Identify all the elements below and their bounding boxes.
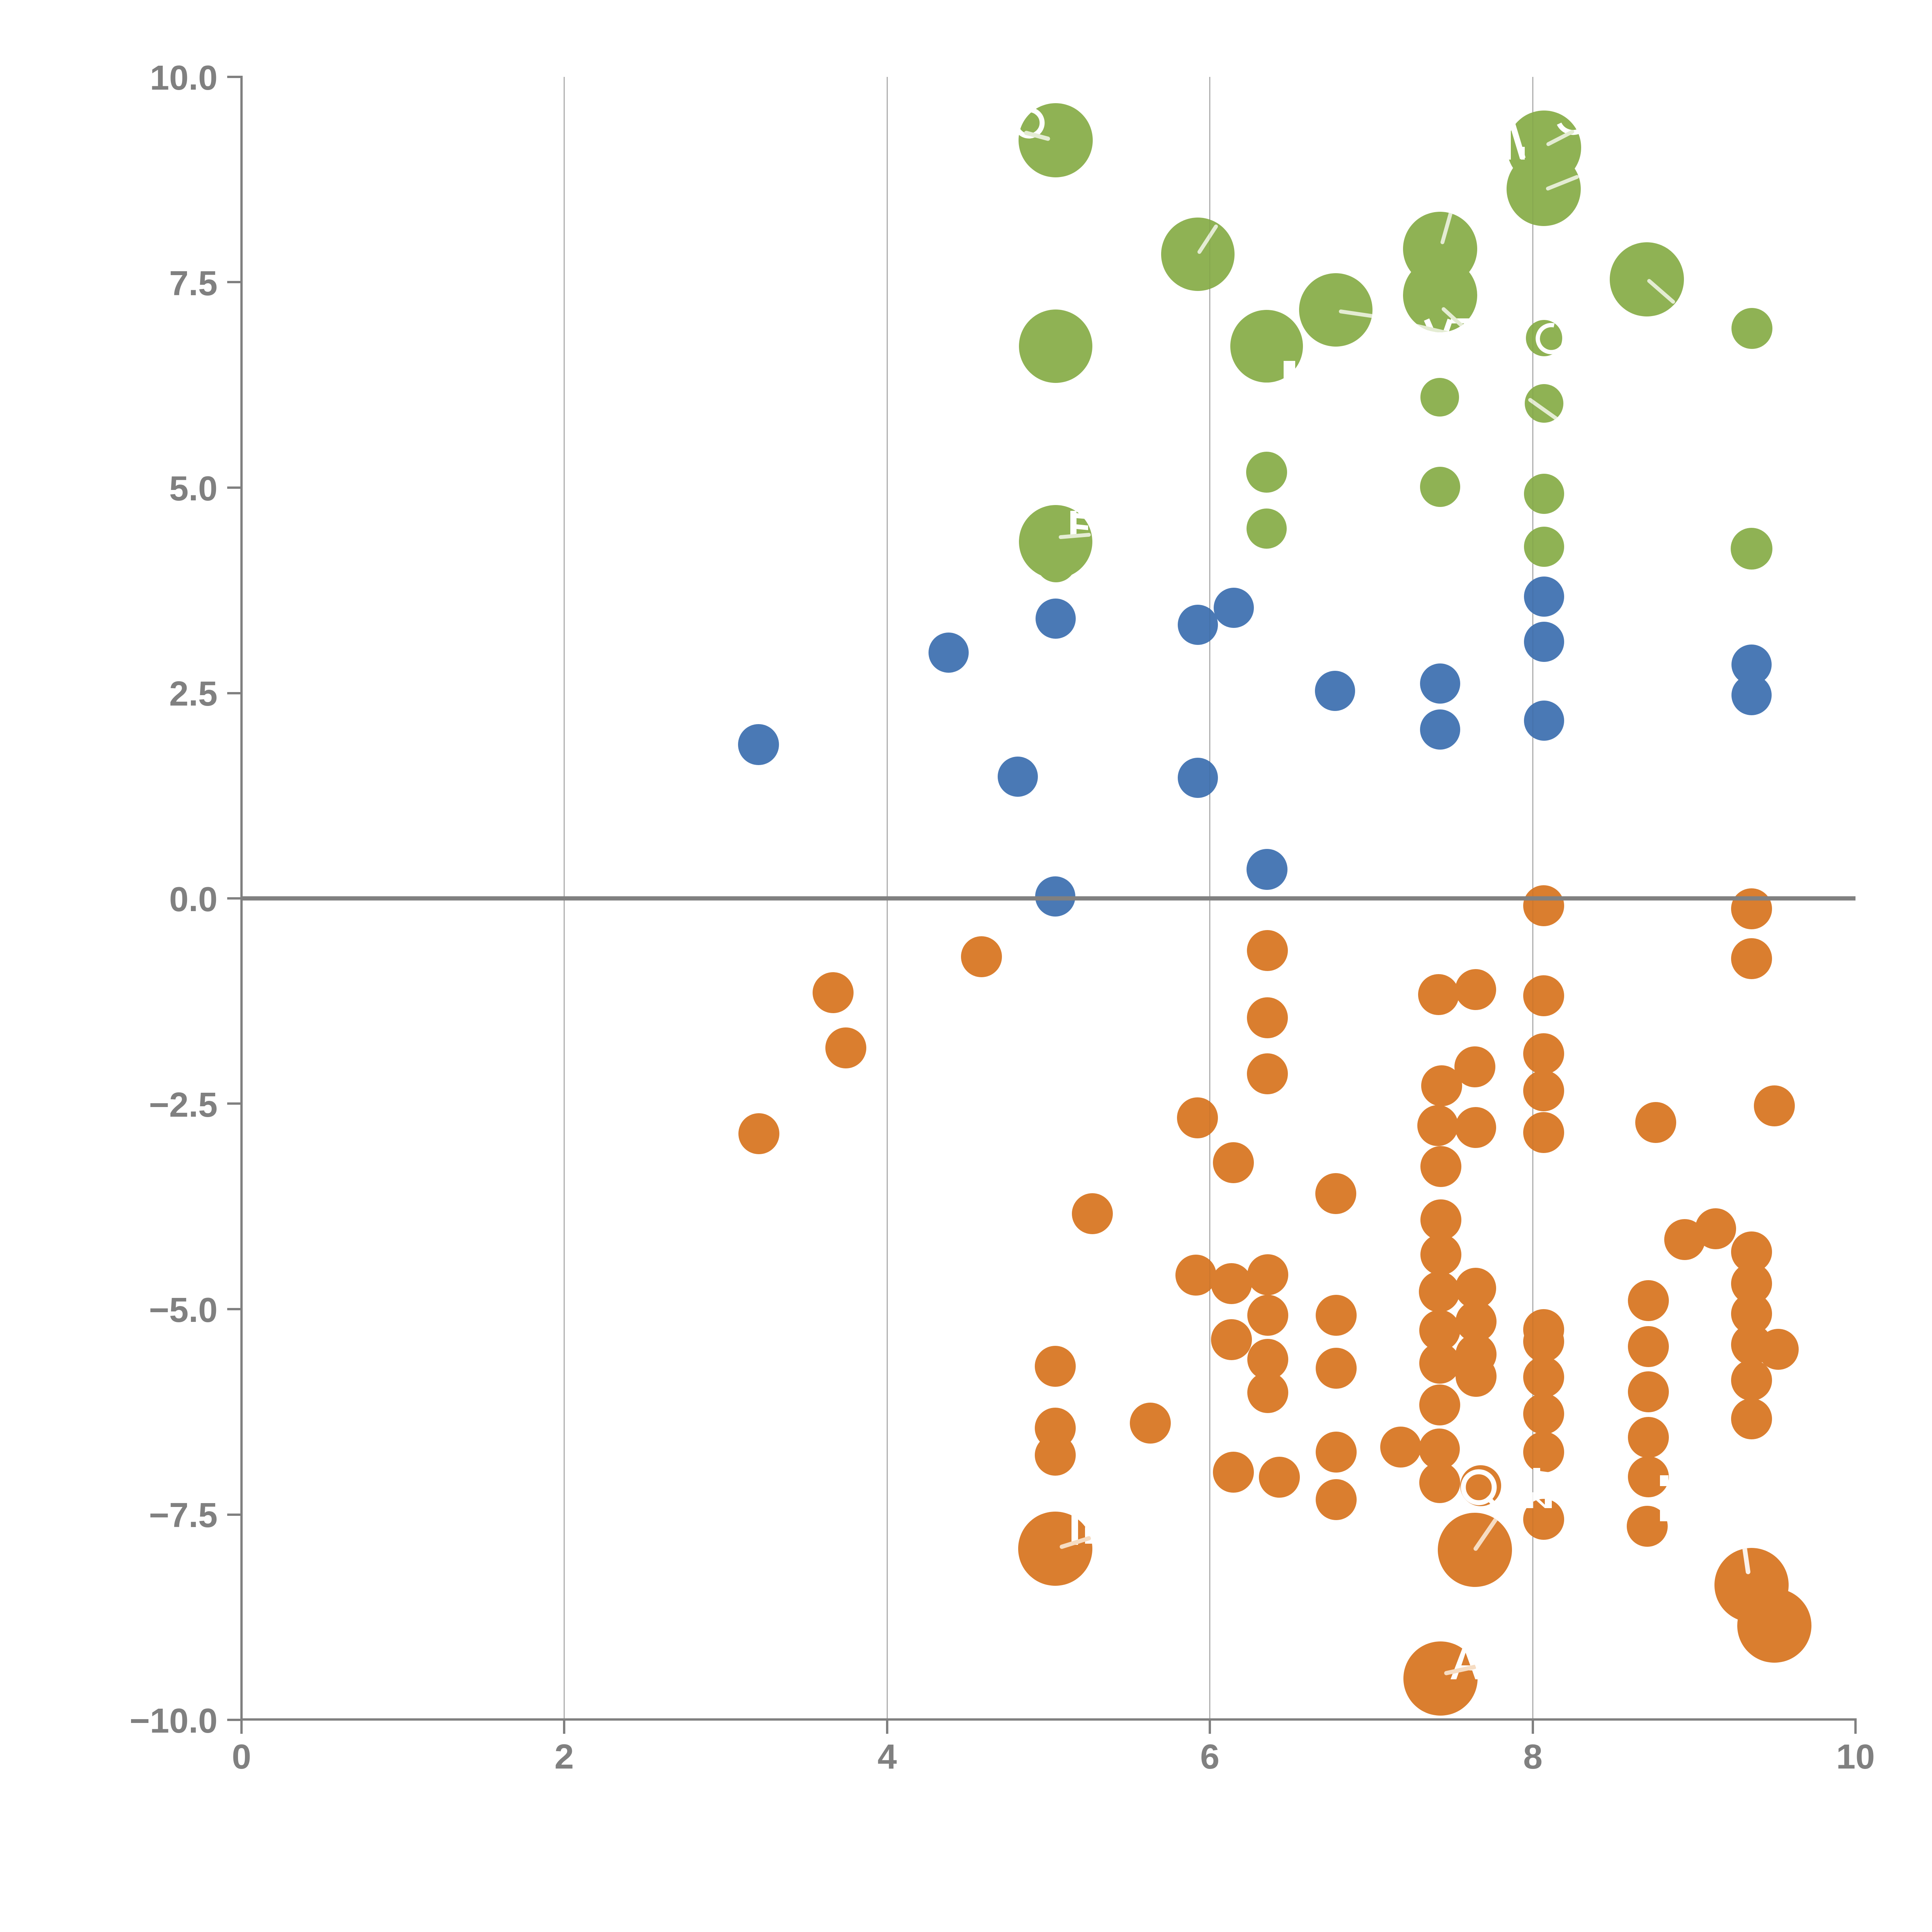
svg-text:7.5: 7.5 [169, 264, 218, 303]
svg-text:−7.5: −7.5 [149, 1496, 218, 1535]
svg-text:−2.5: −2.5 [149, 1086, 218, 1124]
svg-text:2.5: 2.5 [169, 675, 218, 713]
svg-text:10.0: 10.0 [150, 59, 218, 97]
svg-text:6: 6 [1200, 1738, 1219, 1776]
svg-text:4: 4 [878, 1738, 897, 1776]
svg-text:0: 0 [232, 1738, 251, 1776]
svg-text:2: 2 [554, 1738, 574, 1776]
svg-text:8: 8 [1523, 1738, 1543, 1776]
svg-text:−10.0: −10.0 [129, 1702, 218, 1740]
svg-text:5.0: 5.0 [169, 469, 218, 508]
svg-text:0.0: 0.0 [169, 880, 218, 919]
svg-text:−5.0: −5.0 [149, 1291, 218, 1330]
svg-text:10: 10 [1836, 1738, 1875, 1776]
